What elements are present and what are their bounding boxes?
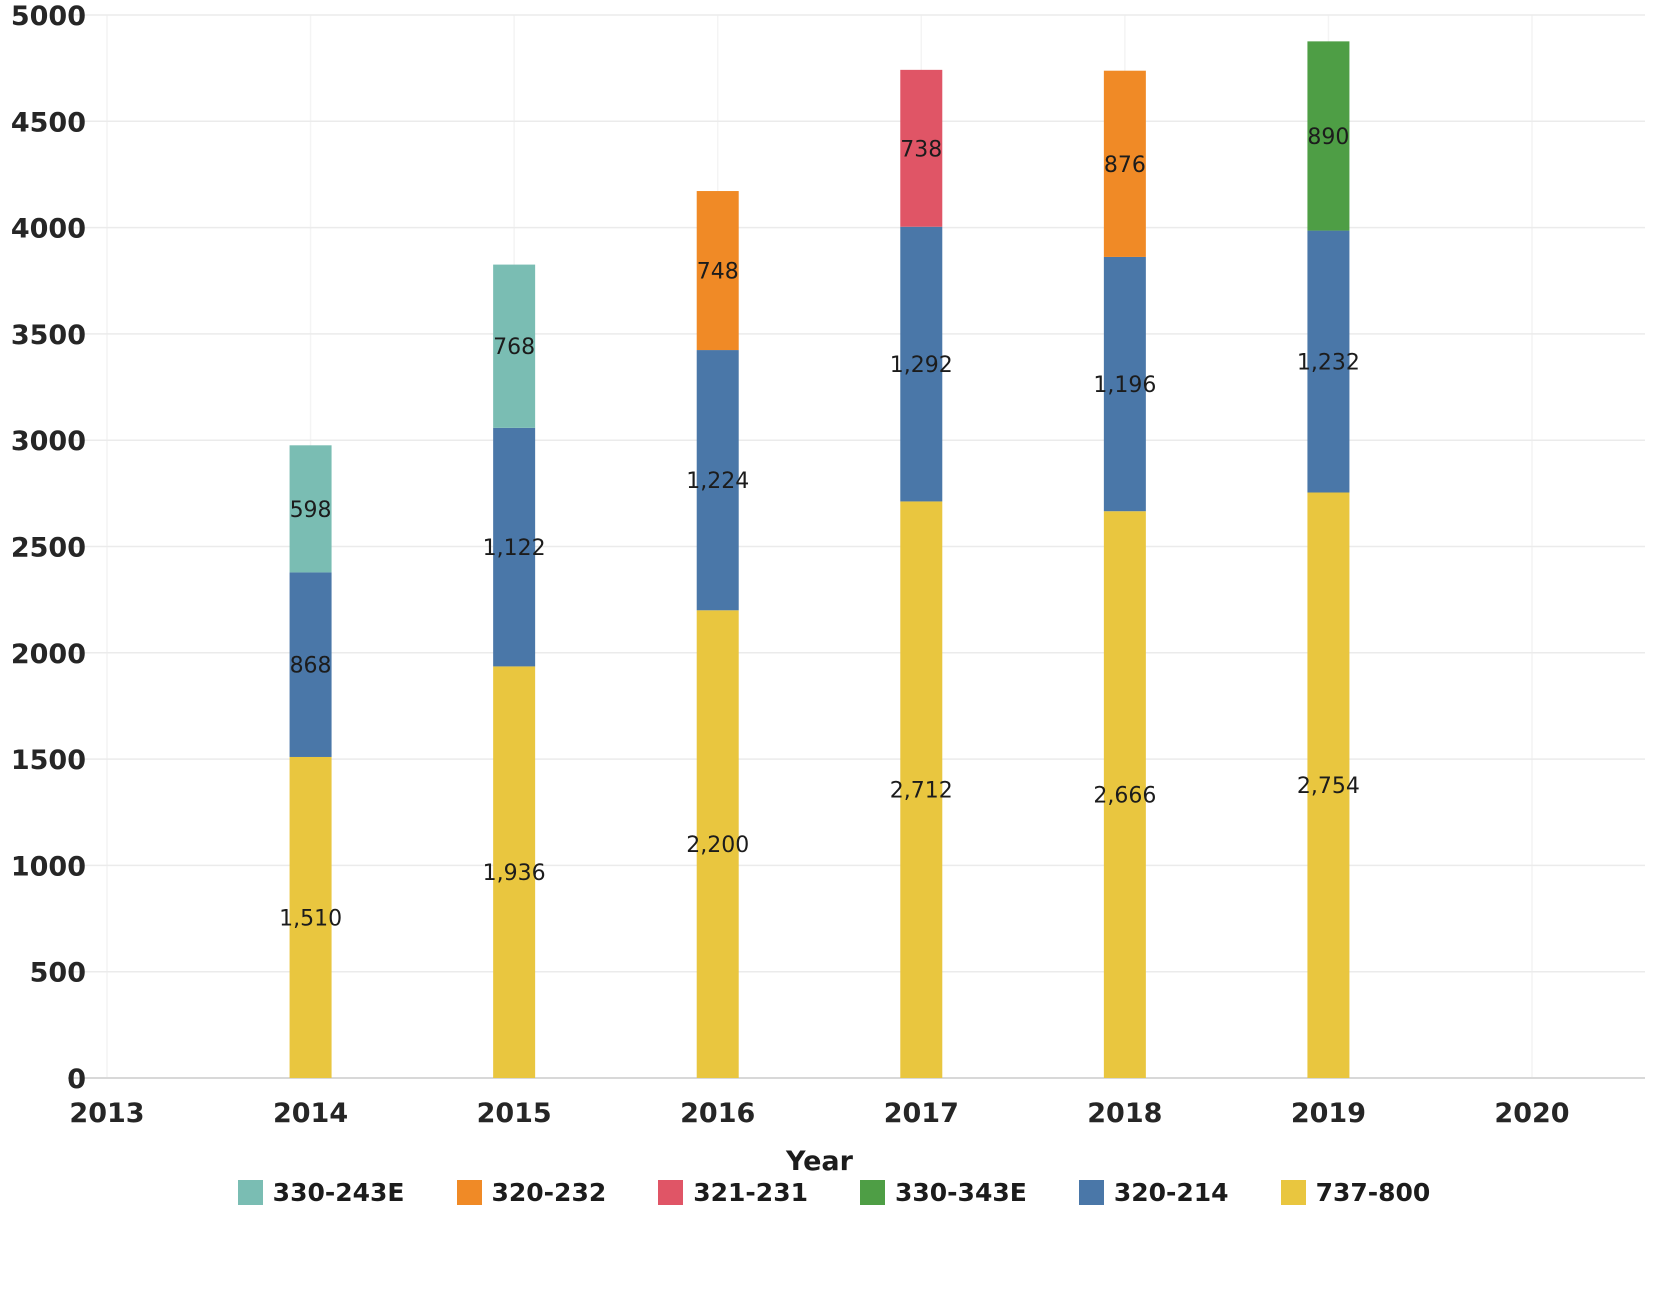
bar-segment-2017-320-214 [900,226,943,502]
bar-value-label: 876 [1104,153,1146,178]
bar-segment-2019-320-214 [1307,230,1350,493]
y-tick-label: 5000 [11,1,86,32]
legend-item-737-800: 737-800 [1280,1178,1431,1207]
x-axis-tick-labels: 2013 2014 2015 2016 2017 2018 2019 2020 [69,1098,1569,1129]
bar-segment-2014-737-800 [289,756,332,1078]
y-tick-label: 500 [30,958,86,989]
x-tick-label: 2013 [69,1098,144,1129]
y-tick-label: 0 [67,1064,86,1095]
bar-value-label: 2,712 [890,779,953,804]
bar-value-label: 2,754 [1297,774,1360,799]
y-tick-label: 1500 [11,745,86,776]
bar-value-label: 1,510 [279,906,342,931]
y-axis-tick-labels: 0 500 1000 1500 2000 2500 3000 3500 4000 4500 5000 [11,1,86,1095]
x-axis-title: Year [786,1146,853,1177]
legend: 330-243E 320-232 321-231 330-343E 320-214 737… [0,1178,1668,1207]
bar-value-label: 2,200 [686,833,749,858]
bar-value-label: 1,232 [1297,351,1360,376]
y-tick-label: 2000 [11,639,86,670]
bar-value-label: 748 [697,260,739,285]
bar-segment-2015-320-214 [493,427,536,667]
x-tick-label: 2018 [1087,1098,1162,1129]
bar-segment-2015-737-800 [493,666,536,1078]
legend-swatch-330-343E [860,1180,885,1205]
x-tick-label: 2019 [1291,1098,1366,1129]
bar-value-label: 1,224 [686,469,749,494]
bar-segment-2016-737-800 [696,610,739,1078]
legend-item-330-243E: 330-243E [237,1178,405,1207]
bar-segment-2019-330-343E [1307,41,1350,231]
legend-label: 320-214 [1113,1178,1229,1207]
y-tick-label: 4000 [11,214,86,245]
bar-value-label: 890 [1307,125,1349,150]
legend-label: 737-800 [1315,1178,1431,1207]
bar-segment-2016-320-232 [696,191,739,351]
bar-value-label: 1,122 [483,536,546,561]
x-tick-label: 2016 [680,1098,755,1129]
bar-segment-2019-737-800 [1307,492,1350,1078]
legend-swatch-737-800 [1280,1180,1306,1205]
bar-segment-2017-737-800 [900,501,943,1078]
bar-value-label: 2,666 [1093,784,1156,809]
bar-segment-2015-330-243E [493,264,536,428]
legend-item-330-343E: 330-343E [860,1178,1027,1207]
bar-value-label: 1,196 [1093,373,1156,398]
y-tick-label: 3500 [11,320,86,351]
bar-value-label: 768 [493,335,535,360]
bar-segment-2018-737-800 [1103,511,1146,1079]
legend-swatch-330-243E [237,1180,263,1205]
bar-segment-2018-320-214 [1103,256,1146,512]
bar-value-label: 738 [900,137,942,162]
x-tick-label: 2017 [884,1098,959,1129]
bar-value-label: 1,292 [890,353,953,378]
legend-swatch-321-231 [658,1180,684,1205]
legend-label: 330-243E [272,1178,405,1207]
legend-swatch-320-232 [456,1180,482,1205]
y-tick-label: 2500 [11,533,86,564]
bar-value-label: 598 [290,498,332,523]
y-tick-label: 3000 [11,426,86,457]
bar-segment-2014-330-243E [289,445,332,573]
bar-value-label: 868 [290,654,332,679]
legend-label: 320-232 [491,1178,607,1207]
bar-segment-2018-320-232 [1103,70,1146,257]
legend-item-320-232: 320-232 [456,1178,607,1207]
bar-segment-2014-320-214 [289,572,332,757]
bar-value-labels: 1,510 868 598 1,936 1,122 768 2,200 1,224 748 2,7… [279,125,1360,932]
legend-swatch-320-214 [1078,1180,1104,1205]
x-tick-label: 2020 [1494,1098,1569,1129]
y-tick-label: 1000 [11,851,86,882]
legend-label: 330-343E [895,1178,1027,1207]
legend-item-321-231: 321-231 [658,1178,808,1207]
legend-item-320-214: 320-214 [1078,1178,1229,1207]
x-tick-label: 2015 [477,1098,552,1129]
y-tick-label: 4500 [11,107,86,138]
bar-segment-2017-321-231 [900,69,943,227]
bars [289,41,1350,1079]
legend-label: 321-231 [693,1178,808,1207]
bar-value-label: 1,936 [483,861,546,886]
x-tick-label: 2014 [273,1098,348,1129]
bar-segment-2016-320-214 [696,350,739,611]
